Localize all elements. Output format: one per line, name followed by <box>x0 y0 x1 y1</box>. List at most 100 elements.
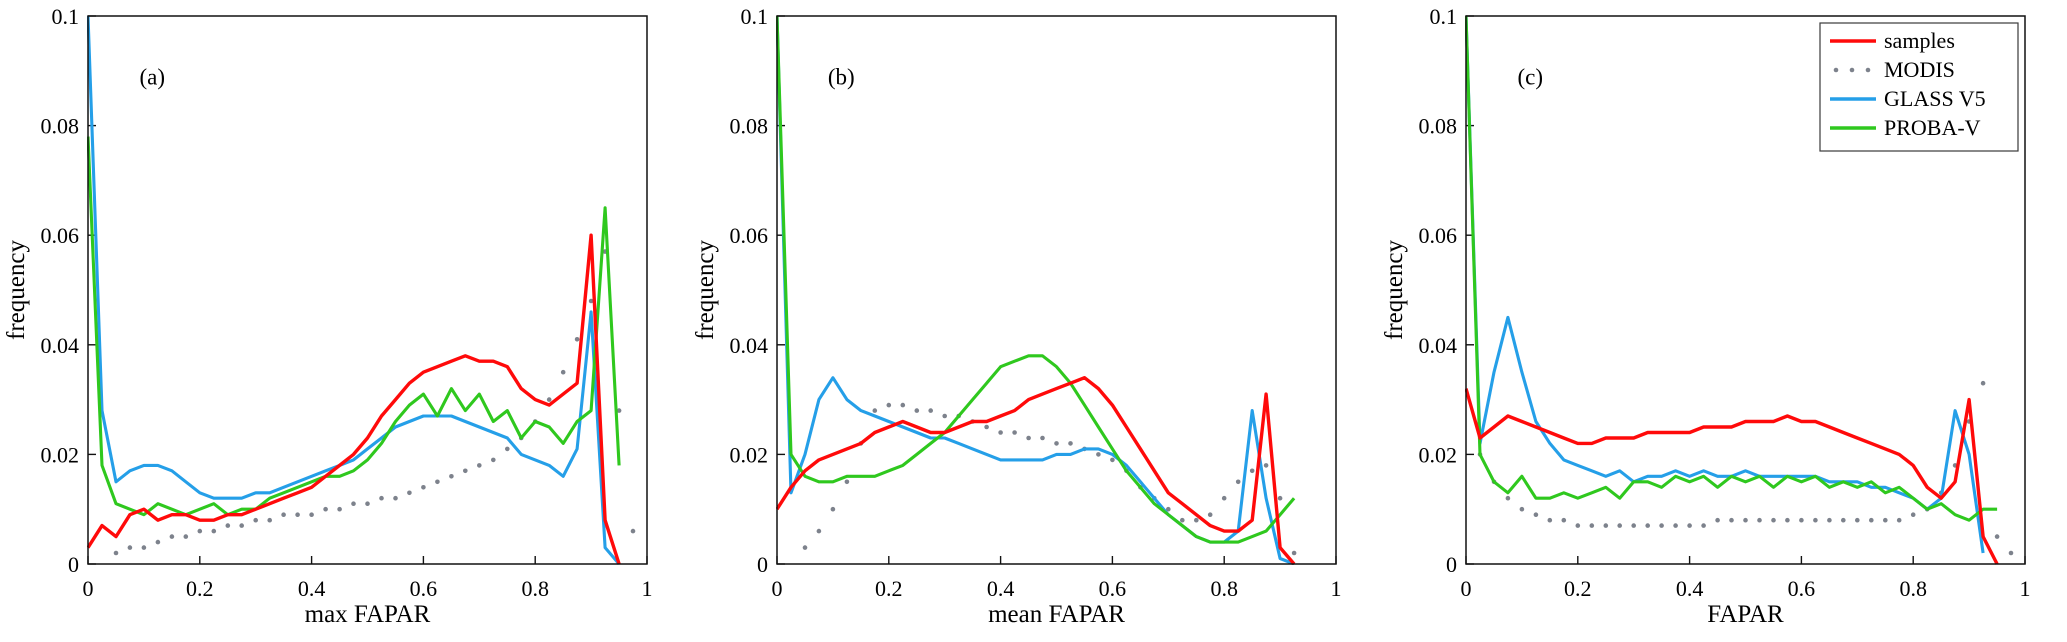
series-point <box>1110 457 1115 463</box>
y-tick-label: 0.06 <box>41 223 80 248</box>
x-tick-label: 0 <box>1461 576 1472 601</box>
series-point <box>1910 512 1916 517</box>
panel-background <box>0 0 689 642</box>
series-point <box>1096 452 1101 457</box>
series-point <box>323 506 328 512</box>
series-point <box>1659 523 1664 528</box>
series-point <box>1589 523 1595 528</box>
y-tick-label: 0.02 <box>730 442 769 467</box>
y-tick-label: 0.08 <box>730 114 769 139</box>
series-point <box>630 528 636 534</box>
axes-box <box>87 15 648 565</box>
series-point <box>309 512 314 517</box>
legend-label: MODIS <box>1884 57 1955 82</box>
series-point <box>1291 550 1297 556</box>
series-point <box>588 298 594 304</box>
legend-label: PROBA-V <box>1884 115 1981 140</box>
series-point <box>1813 517 1818 523</box>
series-point <box>1277 495 1283 501</box>
y-tick-label: 0.1 <box>1430 4 1458 29</box>
y-tick-label: 0 <box>68 552 79 577</box>
series-point <box>351 501 356 507</box>
series-point <box>1645 523 1650 528</box>
legend-dots-swatch <box>1833 67 1839 73</box>
series-point <box>1519 506 1525 512</box>
series-point <box>1561 517 1567 523</box>
series-point <box>1617 523 1622 528</box>
series-point <box>984 424 989 430</box>
x-tick-label: 0.8 <box>1210 576 1238 601</box>
x-tick-label: 0 <box>772 576 783 601</box>
series-MODIS <box>113 249 636 556</box>
series-point <box>928 408 933 413</box>
y-tick-label: 0.02 <box>41 442 80 467</box>
series-point <box>155 539 161 545</box>
x-axis-label: max FAPAR <box>305 601 431 628</box>
series-point <box>872 408 878 413</box>
series-point <box>1221 495 1227 501</box>
series-point <box>183 534 189 539</box>
series-point <box>1743 517 1748 523</box>
series-point <box>239 523 244 528</box>
legend-label: GLASS V5 <box>1884 86 1986 111</box>
panel-label: (b) <box>828 65 855 90</box>
x-tick-label: 0.6 <box>1788 576 1816 601</box>
series-PROBA-V <box>1465 15 1998 522</box>
legend: samples MODIS GLASS V5 PROBA-V <box>1819 22 2019 152</box>
series-point <box>942 413 947 419</box>
series-point <box>1883 517 1888 523</box>
y-tick-label: 0 <box>1446 552 1457 577</box>
panel-label: (c) <box>1518 65 1544 90</box>
series-PROBA-V <box>87 136 621 517</box>
axes-box <box>1465 15 2026 565</box>
panel-c: 0 0.2 0.4 0.6 0.8 1 0 0.02 0.04 0.06 0.08 0.1 FAPAR f… <box>1378 0 2067 642</box>
y-tick-label: 0.02 <box>1419 442 1458 467</box>
series-point <box>197 528 203 534</box>
y-tick-label: 0.1 <box>52 4 80 29</box>
series-point <box>1896 517 1902 523</box>
x-axis-label: mean FAPAR <box>988 601 1125 628</box>
series-point <box>281 512 286 517</box>
series-point <box>886 402 892 408</box>
series-point <box>1012 430 1017 435</box>
series-samples <box>1465 388 1999 565</box>
series-point <box>1040 435 1045 441</box>
series-group <box>776 15 1297 565</box>
series-point <box>1249 468 1255 474</box>
y-axis-label: frequency <box>3 240 30 340</box>
series-point <box>1785 517 1790 523</box>
x-tick-label: 0.6 <box>1099 576 1127 601</box>
series-point <box>253 517 258 523</box>
series-point <box>1869 517 1874 523</box>
series-point <box>1757 517 1762 523</box>
x-tick-label: 1 <box>642 576 653 601</box>
series-PROBA-V <box>776 15 1296 544</box>
axes-box <box>776 15 1337 565</box>
series-point <box>365 501 370 507</box>
panel-label: (a) <box>140 65 166 90</box>
panel-background <box>689 0 1378 642</box>
x-tick-label: 0.4 <box>1676 576 1704 601</box>
series-point <box>1054 441 1059 446</box>
series-point <box>421 485 426 490</box>
series-point <box>1505 495 1511 501</box>
series-point <box>914 408 920 413</box>
series-point <box>830 506 836 512</box>
series-point <box>844 479 850 485</box>
series-point <box>998 430 1003 435</box>
chart-b-mean-fapar: 0 0.2 0.4 0.6 0.8 1 0 0.02 0.04 0.06 0.08 0.1 mean F… <box>689 0 1378 642</box>
series-point <box>574 337 580 342</box>
x-tick-label: 0.4 <box>298 576 326 601</box>
series-point <box>1547 517 1553 523</box>
series-point <box>816 528 822 534</box>
series-point <box>1771 517 1776 523</box>
y-tick-label: 0.06 <box>1419 223 1458 248</box>
series-point <box>407 490 412 496</box>
chart-c-fapar: 0 0.2 0.4 0.6 0.8 1 0 0.02 0.04 0.06 0.08 0.1 FAPAR f… <box>1378 0 2067 642</box>
y-axis-label: frequency <box>1381 240 1408 340</box>
x-tick-label: 0.8 <box>1899 576 1927 601</box>
series-point <box>1841 517 1846 523</box>
series-group <box>1465 15 2014 565</box>
x-tick-label: 0 <box>83 576 94 601</box>
series-point <box>1855 517 1860 523</box>
